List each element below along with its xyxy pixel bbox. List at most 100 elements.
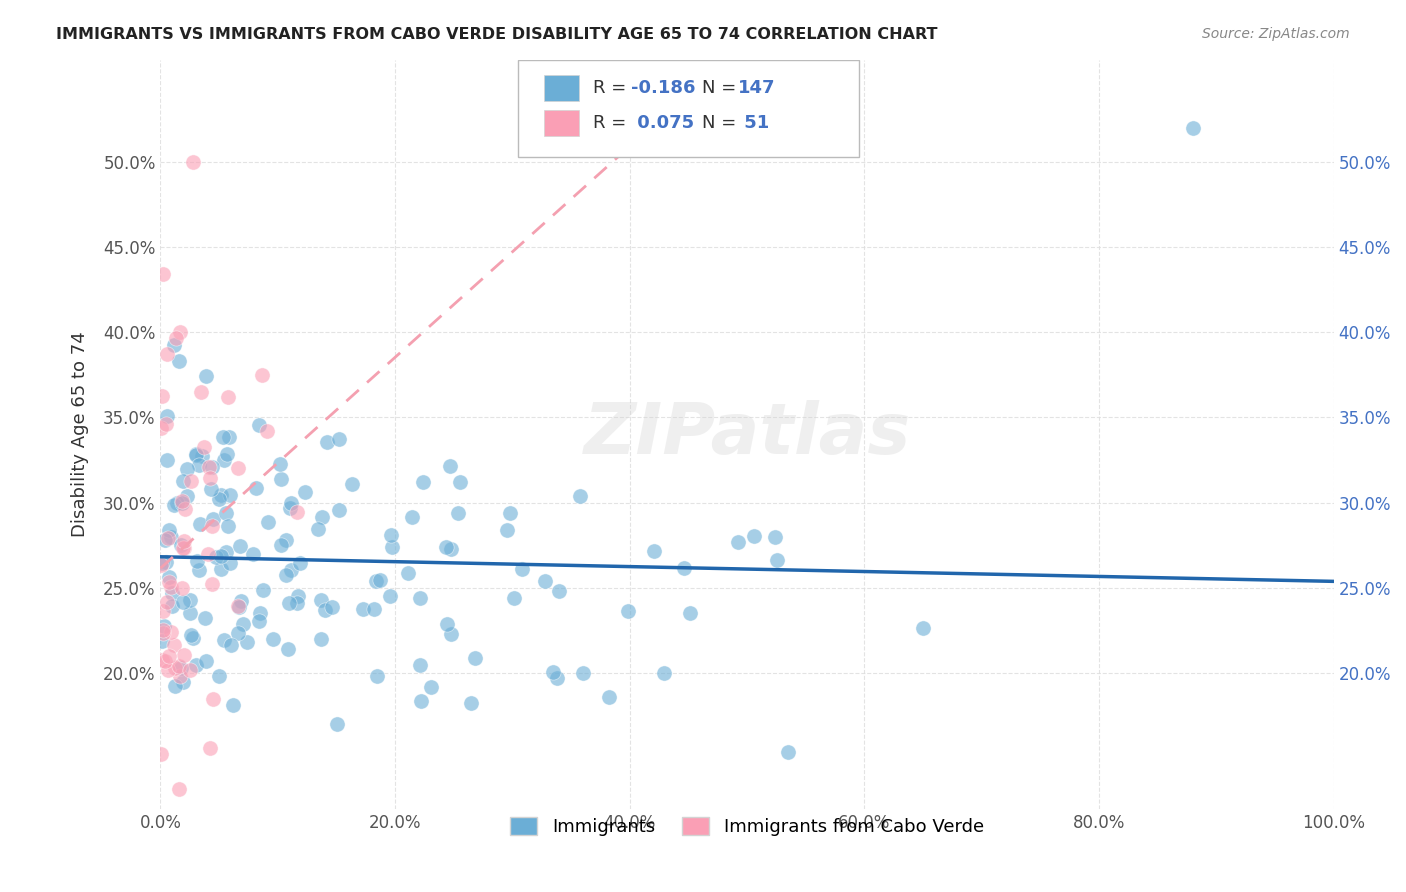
Point — [280, 563, 302, 577]
Point — [150, 653, 173, 667]
Point — [249, 606, 271, 620]
Point — [172, 474, 194, 488]
Point — [163, 338, 186, 352]
Point — [195, 369, 218, 384]
Point — [198, 471, 221, 485]
Point — [316, 435, 339, 450]
Point — [157, 531, 180, 545]
Point — [226, 461, 249, 475]
Text: IMMIGRANTS VS IMMIGRANTS FROM CABO VERDE DISABILITY AGE 65 TO 74 CORRELATION CHA: IMMIGRANTS VS IMMIGRANTS FROM CABO VERDE… — [56, 27, 938, 42]
Point — [201, 576, 224, 591]
Point — [307, 522, 329, 536]
Point — [679, 606, 702, 620]
Point — [439, 458, 461, 473]
Point — [285, 596, 308, 610]
Point — [496, 523, 519, 537]
Point — [616, 604, 638, 618]
Text: N =: N = — [703, 114, 742, 132]
Point — [214, 633, 236, 648]
Point — [159, 624, 181, 639]
Point — [180, 474, 202, 488]
Point — [228, 600, 250, 615]
Point — [186, 554, 208, 568]
Point — [198, 460, 221, 475]
Point — [214, 453, 236, 467]
Point — [179, 593, 201, 607]
Point — [262, 632, 284, 647]
Point — [568, 489, 591, 503]
Point — [409, 694, 432, 708]
Point — [156, 347, 179, 361]
Point — [252, 582, 274, 597]
Point — [150, 556, 173, 570]
Point — [401, 510, 423, 524]
Point — [157, 524, 180, 538]
Point — [242, 547, 264, 561]
Point — [190, 385, 212, 400]
Point — [314, 603, 336, 617]
Point — [245, 482, 267, 496]
Point — [198, 741, 221, 756]
Point — [186, 448, 208, 462]
Point — [215, 447, 238, 461]
Point — [328, 503, 350, 517]
Point — [150, 634, 173, 648]
Point — [218, 430, 240, 444]
Point — [153, 654, 176, 668]
Text: 51: 51 — [738, 114, 769, 132]
Point — [366, 574, 388, 588]
Point — [160, 530, 183, 544]
Point — [280, 496, 302, 510]
Point — [363, 602, 385, 616]
Text: R =: R = — [593, 114, 633, 132]
Point — [176, 462, 198, 476]
Point — [321, 600, 343, 615]
Point — [208, 669, 231, 683]
Text: ZIPatlas: ZIPatlas — [583, 400, 911, 469]
Point — [447, 506, 470, 520]
Point — [503, 591, 526, 605]
Point — [202, 692, 225, 706]
Point — [247, 417, 270, 432]
Point — [311, 510, 333, 524]
Point — [209, 562, 232, 576]
Point — [152, 267, 174, 281]
Point — [510, 562, 533, 576]
Point — [381, 540, 404, 554]
FancyBboxPatch shape — [544, 75, 579, 101]
Point — [222, 698, 245, 712]
Point — [209, 488, 232, 502]
Point — [209, 549, 232, 563]
Point — [269, 457, 291, 471]
Point — [165, 331, 187, 345]
Point — [172, 594, 194, 608]
Point — [546, 671, 568, 685]
Point — [174, 501, 197, 516]
Point — [232, 617, 254, 632]
Point — [157, 574, 180, 589]
Point — [434, 541, 457, 555]
Point — [277, 642, 299, 657]
Point — [229, 593, 252, 607]
Point — [460, 696, 482, 710]
Point — [380, 527, 402, 541]
Text: 0.075: 0.075 — [631, 114, 695, 132]
Point — [440, 627, 463, 641]
Point — [274, 567, 297, 582]
Point — [440, 541, 463, 556]
Point — [162, 586, 184, 600]
Point — [533, 574, 555, 589]
Point — [170, 661, 193, 675]
Point — [236, 634, 259, 648]
Point — [176, 489, 198, 503]
Point — [160, 599, 183, 613]
Point — [409, 658, 432, 673]
Point — [652, 666, 675, 681]
Point — [276, 533, 298, 547]
Point — [172, 541, 194, 555]
Point — [186, 657, 208, 672]
Point — [464, 650, 486, 665]
Point — [173, 541, 195, 555]
Point — [294, 484, 316, 499]
Point — [396, 566, 419, 580]
